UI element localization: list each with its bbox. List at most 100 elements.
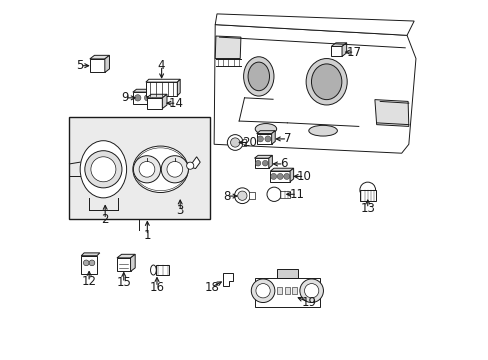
Circle shape: [359, 182, 375, 198]
Circle shape: [134, 95, 141, 101]
Ellipse shape: [247, 62, 269, 91]
Circle shape: [270, 174, 276, 179]
Polygon shape: [130, 254, 135, 271]
Circle shape: [251, 279, 274, 302]
Circle shape: [255, 284, 270, 298]
Polygon shape: [254, 156, 272, 158]
Circle shape: [84, 151, 122, 188]
Text: 17: 17: [346, 46, 361, 59]
Ellipse shape: [255, 123, 276, 134]
Polygon shape: [341, 43, 346, 57]
Circle shape: [186, 162, 193, 169]
Text: 5: 5: [76, 59, 84, 72]
Polygon shape: [215, 14, 413, 35]
Polygon shape: [254, 158, 268, 168]
Bar: [291, 287, 296, 294]
Polygon shape: [256, 131, 275, 134]
Polygon shape: [81, 253, 100, 256]
Circle shape: [83, 260, 89, 266]
Circle shape: [257, 136, 263, 142]
Ellipse shape: [308, 125, 337, 136]
Circle shape: [161, 156, 188, 183]
Circle shape: [237, 191, 246, 201]
Bar: [248, 192, 255, 199]
Circle shape: [262, 161, 267, 166]
Circle shape: [255, 161, 260, 166]
Circle shape: [144, 95, 150, 101]
Polygon shape: [214, 24, 415, 153]
Circle shape: [304, 284, 318, 298]
Polygon shape: [331, 43, 346, 46]
Ellipse shape: [150, 265, 156, 275]
Ellipse shape: [311, 64, 341, 100]
Ellipse shape: [133, 146, 188, 193]
Polygon shape: [331, 46, 341, 57]
Polygon shape: [117, 254, 135, 258]
Circle shape: [89, 260, 95, 266]
Circle shape: [277, 174, 283, 179]
Bar: [255, 278, 319, 307]
Polygon shape: [90, 55, 109, 59]
Text: 13: 13: [360, 202, 374, 215]
Text: 11: 11: [289, 188, 304, 201]
Circle shape: [139, 161, 155, 177]
Polygon shape: [145, 79, 180, 82]
Circle shape: [230, 138, 240, 147]
Circle shape: [283, 174, 289, 179]
Polygon shape: [270, 168, 293, 171]
Polygon shape: [133, 89, 156, 92]
Text: 20: 20: [241, 136, 256, 149]
Circle shape: [264, 136, 270, 142]
Circle shape: [227, 135, 243, 150]
Text: 6: 6: [280, 157, 287, 170]
Bar: [277, 287, 282, 294]
Bar: [284, 287, 289, 294]
Polygon shape: [268, 156, 272, 168]
Polygon shape: [223, 273, 233, 286]
Circle shape: [133, 156, 160, 183]
Text: 8: 8: [223, 190, 230, 203]
Bar: [279, 191, 289, 198]
Polygon shape: [133, 92, 152, 104]
Ellipse shape: [243, 57, 273, 96]
Polygon shape: [289, 168, 293, 182]
Bar: [241, 139, 245, 146]
Text: 14: 14: [169, 97, 184, 110]
Bar: [359, 190, 375, 201]
Polygon shape: [146, 98, 162, 109]
Text: 7: 7: [283, 132, 290, 145]
Polygon shape: [152, 89, 156, 104]
Polygon shape: [162, 94, 166, 109]
Polygon shape: [215, 36, 241, 59]
Bar: [81, 256, 97, 274]
Polygon shape: [190, 157, 200, 168]
Ellipse shape: [305, 59, 346, 105]
Circle shape: [299, 279, 323, 302]
Ellipse shape: [80, 141, 126, 198]
Bar: [156, 265, 168, 275]
Polygon shape: [270, 171, 289, 182]
Bar: [69, 117, 209, 219]
Text: 19: 19: [301, 296, 316, 309]
Text: 9: 9: [121, 91, 128, 104]
Text: 15: 15: [116, 276, 131, 289]
Circle shape: [234, 188, 250, 203]
Polygon shape: [90, 59, 104, 72]
Polygon shape: [256, 134, 271, 144]
Polygon shape: [276, 269, 298, 278]
Text: 18: 18: [204, 281, 219, 294]
Text: 2: 2: [101, 213, 109, 226]
Polygon shape: [374, 100, 408, 126]
Polygon shape: [104, 55, 109, 72]
Polygon shape: [177, 79, 180, 96]
Ellipse shape: [134, 148, 186, 191]
Text: 1: 1: [143, 229, 151, 242]
Text: 12: 12: [81, 275, 97, 288]
Bar: [145, 82, 177, 96]
Text: 4: 4: [158, 59, 165, 72]
Polygon shape: [117, 258, 130, 271]
Circle shape: [166, 161, 183, 177]
Text: 16: 16: [149, 281, 164, 294]
Text: 3: 3: [176, 204, 183, 217]
Text: 10: 10: [297, 170, 311, 183]
